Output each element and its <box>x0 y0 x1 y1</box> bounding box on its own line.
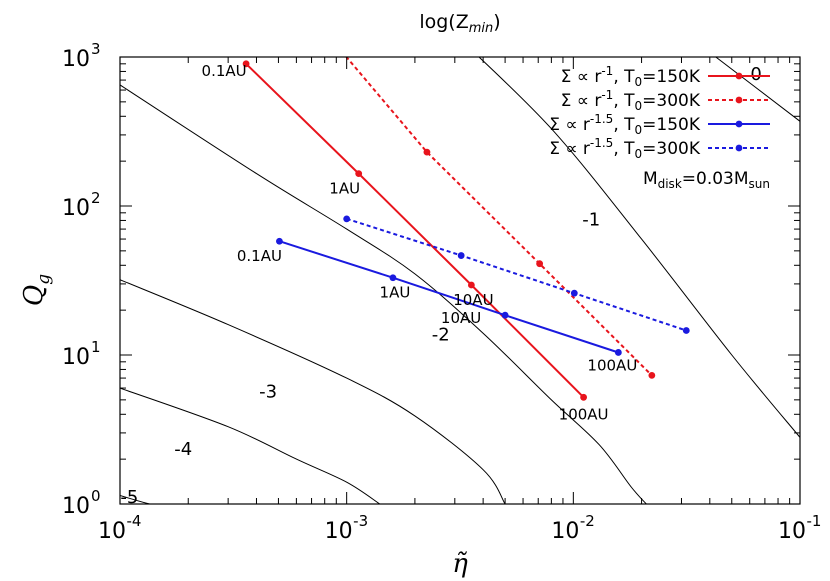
series-line-1 <box>345 57 653 377</box>
series-lines <box>242 16 690 401</box>
contour-line-4 <box>120 387 381 504</box>
x-axis-label: η̃ <box>452 549 468 579</box>
contour-label: -2 <box>432 325 450 346</box>
data-label: 10AU <box>453 291 493 309</box>
y-tick-exponent: 0 <box>91 487 101 505</box>
contour-line-2 <box>120 84 647 504</box>
legend-swatch-point <box>735 120 743 128</box>
data-point <box>580 393 588 401</box>
data-label: 100AU <box>587 356 637 374</box>
data-label: 0.1AU <box>202 62 247 80</box>
data-point <box>501 311 509 319</box>
data-point <box>423 148 431 156</box>
x-tick-exponent: -2 <box>580 512 595 530</box>
data-point <box>648 371 656 379</box>
data-point <box>311 16 318 23</box>
data-point <box>355 170 363 177</box>
contour-label: -4 <box>174 439 192 460</box>
data-point <box>682 327 690 334</box>
data-point <box>242 60 250 68</box>
x-tick-exponent: -3 <box>353 512 368 530</box>
contour-label: -5 <box>120 487 138 508</box>
y-tick-label: 10 <box>62 196 90 221</box>
contour-label: -3 <box>259 382 277 403</box>
y-tick-exponent: 2 <box>91 189 101 207</box>
x-tick-exponent: -4 <box>127 512 142 530</box>
contour-lines <box>120 57 800 504</box>
series-line-2 <box>279 240 619 354</box>
data-point <box>343 215 351 223</box>
chart-title: log(Zmin) <box>419 11 500 36</box>
data-label: 0.1AU <box>237 247 282 265</box>
y-tick-label: 10 <box>62 345 90 370</box>
series-line-0 <box>245 63 585 399</box>
x-tick-label: 10 <box>778 519 806 544</box>
data-point <box>276 237 283 245</box>
contour-line-1 <box>478 57 800 438</box>
contour-line-5 <box>120 495 150 504</box>
series-line-3 <box>346 217 687 332</box>
y-tick-label: 10 <box>62 47 90 72</box>
y-tick-exponent: 3 <box>91 40 101 58</box>
data-labels: 0 -1 -2 -3 -4 -5 0.1AU 1AU 10AU 100AU 0.1AU 1AU 10AU… <box>120 62 761 508</box>
y-tick-exponent: 1 <box>91 338 101 356</box>
legend-entry-label: Σ ∝ r-1, T0=300K <box>561 88 701 113</box>
legend-entry-label: Σ ∝ r-1.5, T0=150K <box>549 112 701 137</box>
data-label: 1AU <box>380 284 411 302</box>
x-tick-label: 10 <box>551 519 579 544</box>
data-point <box>389 274 397 282</box>
legend-swatch-point <box>735 72 743 80</box>
data-point <box>614 349 622 356</box>
y-tick-label: 10 <box>62 494 90 519</box>
plot-frame <box>119 56 801 505</box>
x-tick-exponent: -1 <box>807 512 822 530</box>
legend-swatch-point <box>735 96 743 104</box>
contour-label: 0 <box>750 64 761 85</box>
legend-entry-label: Σ ∝ r-1, T0=150K <box>561 64 701 89</box>
x-tick-label: 10 <box>98 519 126 544</box>
contour-label: -1 <box>582 209 600 230</box>
data-label: 100AU <box>559 405 609 423</box>
x-tick-label: 10 <box>325 519 353 544</box>
legend-entry-label: Σ ∝ r-1.5, T0=300K <box>549 136 701 161</box>
data-point <box>536 260 544 268</box>
legend-note: Mdisk=0.03Msun <box>643 169 770 191</box>
data-point <box>457 252 465 259</box>
data-label: 1AU <box>329 180 360 198</box>
contour-line-0 <box>715 57 800 122</box>
legend-swatch-point <box>735 144 743 152</box>
contour-line-3 <box>120 279 506 504</box>
data-point <box>467 281 475 289</box>
data-label: 10AU <box>441 309 481 327</box>
y-axis-label: Qg <box>19 274 54 306</box>
data-point <box>570 289 578 297</box>
